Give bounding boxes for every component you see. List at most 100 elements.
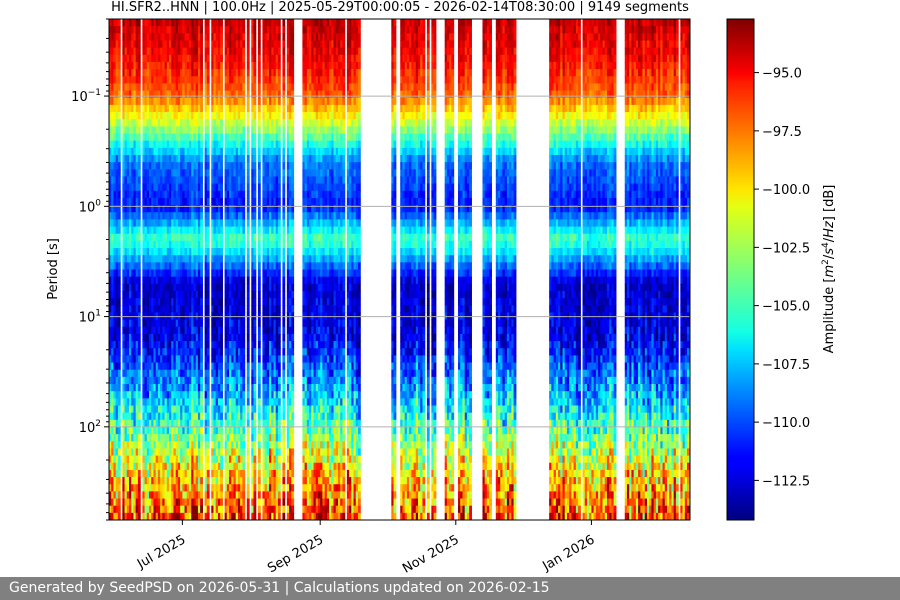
heatmap-cell xyxy=(129,477,132,485)
heatmap-cell xyxy=(153,190,157,199)
heatmap-cell xyxy=(173,434,177,442)
heatmap-cell xyxy=(191,61,195,70)
heatmap-cell xyxy=(111,147,115,156)
heatmap-cell xyxy=(231,384,235,392)
heatmap-cell xyxy=(195,176,199,185)
heatmap-cell xyxy=(193,498,197,507)
heatmap-cell xyxy=(191,477,195,485)
heatmap-cell xyxy=(142,126,146,135)
heatmap-cell xyxy=(131,269,135,278)
heatmap-cell xyxy=(151,90,155,99)
heatmap-cell xyxy=(257,369,261,378)
heatmap-cell xyxy=(195,269,199,278)
heatmap-cell xyxy=(215,405,219,414)
heatmap-cell xyxy=(166,469,170,478)
heatmap-cell xyxy=(229,19,232,27)
heatmap-cell xyxy=(180,455,183,464)
heatmap-cell xyxy=(206,176,210,185)
heatmap-cell xyxy=(146,219,150,228)
heatmap-cell xyxy=(129,226,132,235)
heatmap-cell xyxy=(282,140,286,149)
heatmap-cell xyxy=(246,469,250,478)
heatmap-cell xyxy=(184,498,188,507)
heatmap-cell xyxy=(166,133,170,142)
heatmap-cell xyxy=(175,183,179,192)
heatmap-cell xyxy=(229,54,232,63)
heatmap-cell xyxy=(253,305,257,314)
heatmap-cell xyxy=(115,333,119,342)
heatmap-cell xyxy=(242,441,246,450)
heatmap-cell xyxy=(206,255,210,263)
heatmap-cell xyxy=(171,176,175,185)
heatmap-cell xyxy=(166,455,170,464)
spectrogram-figure: HI.SFR2..HNN | 100.0Hz | 2025-05-29T00:0… xyxy=(46,0,837,577)
heatmap-cell xyxy=(117,384,121,392)
heatmap-cell xyxy=(180,233,183,242)
heatmap-cell xyxy=(277,391,281,399)
heatmap-cell xyxy=(146,61,150,70)
heatmap-cell xyxy=(193,477,197,485)
heatmap-cell xyxy=(184,104,188,113)
heatmap-cell xyxy=(157,248,161,256)
heatmap-cell xyxy=(204,233,208,242)
heatmap-cell xyxy=(126,477,130,485)
heatmap-cell xyxy=(122,219,126,228)
heatmap-cell xyxy=(184,405,188,414)
heatmap-cell xyxy=(177,398,181,407)
heatmap-cell xyxy=(146,212,150,220)
heatmap-cell xyxy=(153,19,157,27)
heatmap-cell xyxy=(117,298,121,306)
heatmap-cell xyxy=(220,491,223,500)
heatmap-cell xyxy=(229,283,232,292)
heatmap-cell xyxy=(131,441,135,450)
heatmap-cell xyxy=(171,219,175,228)
heatmap-cell xyxy=(122,376,126,385)
heatmap-cell xyxy=(135,505,139,514)
heatmap-cell xyxy=(169,298,172,306)
heatmap-cell xyxy=(131,384,135,392)
heatmap-cell xyxy=(115,40,119,49)
heatmap-cell xyxy=(169,133,172,142)
heatmap-cell xyxy=(137,54,141,63)
heatmap-cell xyxy=(246,384,250,392)
heatmap-cell xyxy=(193,290,197,299)
heatmap-cell xyxy=(242,183,246,192)
heatmap-cell xyxy=(189,405,192,414)
heatmap-cell xyxy=(191,405,195,414)
heatmap-cell xyxy=(291,54,295,63)
heatmap-cell xyxy=(177,262,181,271)
heatmap-cell xyxy=(149,512,152,520)
heatmap-cell xyxy=(153,283,157,292)
heatmap-cell xyxy=(115,19,119,27)
heatmap-cell xyxy=(124,505,128,514)
heatmap-cell xyxy=(189,290,192,299)
heatmap-cell xyxy=(122,33,126,42)
heatmap-cell xyxy=(137,33,141,42)
heatmap-cell xyxy=(162,140,166,149)
heatmap-cell xyxy=(231,290,235,299)
heatmap-cell xyxy=(115,455,119,464)
heatmap-cell xyxy=(282,219,286,228)
heatmap-cell xyxy=(171,426,175,435)
heatmap-cell xyxy=(213,398,217,407)
heatmap-cell xyxy=(206,455,210,464)
heatmap-cell xyxy=(122,240,126,249)
heatmap-cell xyxy=(166,276,170,285)
heatmap-cell xyxy=(113,305,117,314)
heatmap-cell xyxy=(151,54,155,63)
heatmap-cell xyxy=(131,19,135,27)
heatmap-cell xyxy=(124,233,128,242)
heatmap-cell xyxy=(124,97,128,106)
heatmap-cell xyxy=(277,147,281,156)
heatmap-cell xyxy=(177,419,181,428)
heatmap-cell xyxy=(200,133,203,142)
heatmap-cell xyxy=(193,61,197,70)
heatmap-cell xyxy=(166,434,170,442)
heatmap-cell xyxy=(182,54,186,63)
heatmap-cell xyxy=(166,262,170,271)
heatmap-cell xyxy=(157,298,161,306)
heatmap-cell xyxy=(109,212,112,220)
heatmap-cell xyxy=(195,226,199,235)
heatmap-cell xyxy=(157,333,161,342)
heatmap-cell xyxy=(180,19,183,27)
